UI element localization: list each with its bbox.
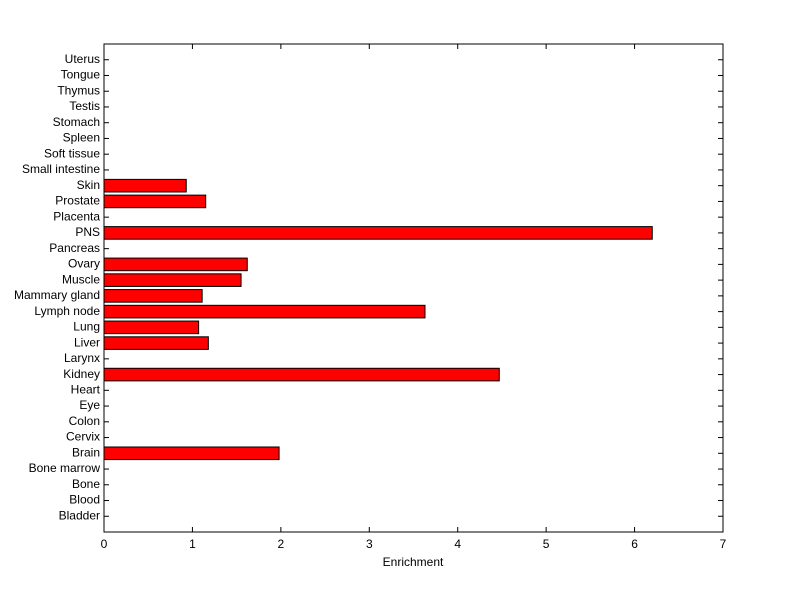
y-tick-label: Tongue [61,68,101,82]
x-tick-label: 1 [189,537,196,551]
bar [103,273,242,287]
y-tick-label: Ovary [68,257,100,271]
y-tick-label: Larynx [64,351,100,365]
bar [103,257,248,272]
bar [103,194,207,209]
y-tick-label: Bladder [59,508,100,522]
x-tick-label: 0 [101,537,108,551]
bar [103,320,200,335]
y-tick-label: Kidney [63,367,100,381]
y-tick-label: Cervix [66,430,100,444]
bar [103,367,500,382]
y-tick-label: Liver [74,335,100,349]
y-tick-label: Muscle [62,272,100,286]
bar [103,336,209,350]
x-tick-label: 2 [278,537,285,551]
bar [103,226,653,240]
y-tick-label: Soft tissue [44,146,100,160]
y-tick-label: Skin [77,178,100,192]
y-tick-label: PNS [75,225,100,239]
bar [103,289,203,303]
y-tick-label: Testis [69,99,100,113]
x-tick-label: 6 [631,537,638,551]
y-tick-label: Brain [72,445,100,459]
y-tick-label: Small intestine [22,162,100,176]
y-tick-label: Prostate [55,194,100,208]
y-tick-label: Pancreas [49,241,100,255]
bar [103,304,426,319]
y-tick-label: Bone [72,477,100,491]
x-tick-label: 7 [720,537,727,551]
y-tick-label: Spleen [63,131,100,145]
x-axis-label: Enrichment [383,555,444,569]
y-tick-label: Eye [79,398,100,412]
y-tick-label: Stomach [53,115,100,129]
x-tick-label: 5 [543,537,550,551]
y-tick-label: Heart [71,382,101,396]
y-tick-label: Colon [69,414,100,428]
y-tick-label: Placenta [53,209,100,223]
y-tick-label: Blood [69,493,100,507]
y-tick-label: Bone marrow [29,461,101,475]
y-tick-label: Uterus [65,52,100,66]
bar [103,178,187,193]
y-tick-label: Thymus [57,83,100,97]
y-tick-label: Mammary gland [14,288,100,302]
x-tick-label: 3 [366,537,373,551]
y-tick-label: Lymph node [34,304,100,318]
bar [103,446,280,461]
x-tick-label: 4 [454,537,461,551]
y-tick-label: Lung [73,320,100,334]
